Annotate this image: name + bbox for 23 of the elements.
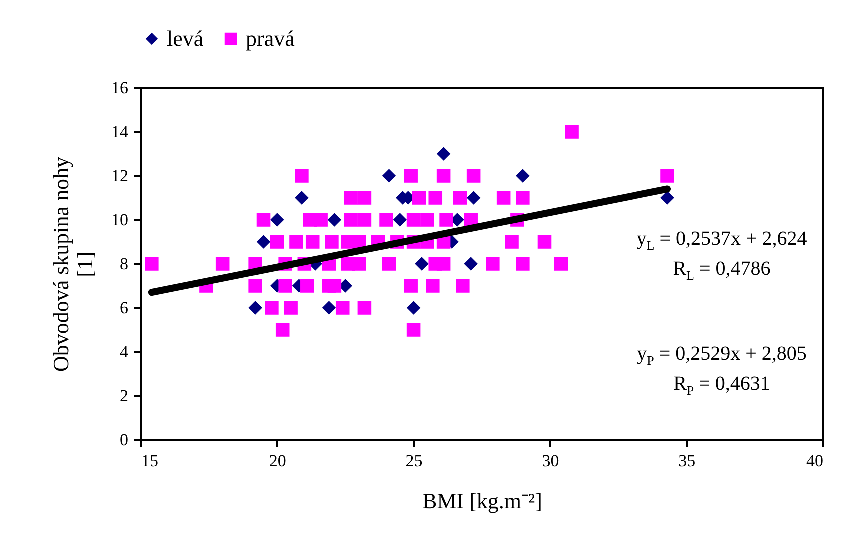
x-tick-label: 30: [542, 452, 560, 470]
y-tick-label: 6: [120, 298, 128, 318]
y-tick-label: 12: [112, 166, 128, 186]
x-tick-label: 20: [269, 452, 286, 470]
y-tick-label: 8: [120, 254, 128, 274]
x-axis-title: BMI [kg.m⁻²]: [422, 488, 542, 514]
annotation: y$_{L}$ = 0,2537x + 2,624: [636, 228, 808, 254]
y-axis-title: Obvodová skupina nohy [1]: [48, 156, 98, 372]
x-tick-label: 15: [142, 452, 158, 470]
annotation: R$_{P}$ = 0,4631: [674, 373, 770, 399]
y-tick-label: 10: [112, 210, 128, 230]
y-tick-label: 4: [120, 342, 129, 362]
y-tick-label: 16: [112, 78, 128, 98]
legend-label: levá: [167, 26, 204, 51]
x-tick-label: 35: [678, 452, 696, 470]
annotation: R$_{L}$ = 0,4786: [673, 258, 771, 284]
x-tick-label: 40: [806, 452, 824, 470]
y-tick-label: 2: [120, 386, 128, 406]
y-tick-label: 14: [112, 122, 129, 142]
annotation: y$_{P}$ = 0,2529x + 2,805: [637, 343, 807, 369]
x-tick-label: 25: [406, 452, 423, 470]
y-tick-label: 0: [120, 430, 128, 450]
legend-label: pravá: [246, 26, 296, 51]
